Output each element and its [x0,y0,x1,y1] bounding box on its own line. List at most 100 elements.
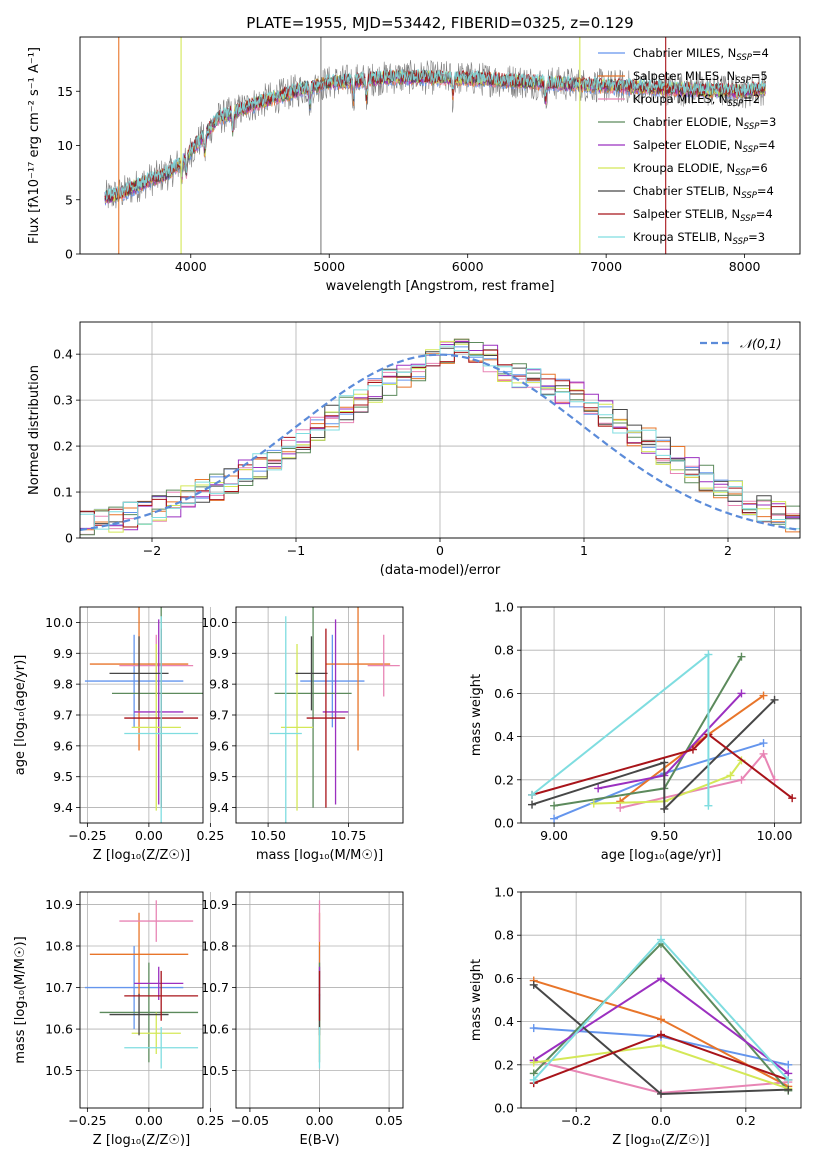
y-axis-label: mass [log₁₀(M/M☉)] [13,936,28,1063]
legend-label: Salpeter MILES, NSSP=5 [633,69,768,86]
histogram-step [80,340,800,533]
panel-age-weight: 9.00 9.50 10.00 0.0 0.2 0.4 0.6 0.8 1.0 age [log₁… [469,600,802,863]
plot-area-mass-age [269,607,400,823]
y-tick-label: 10.8 [201,939,229,954]
y-tick-label: 10.5 [201,1063,229,1078]
y-tick-label: 10.7 [45,980,73,995]
x-tick-label: 0.0 [651,1113,671,1128]
panel-residuals: −2 −1 0 1 2 0 0.1 0.2 0.3 0.4 (data-model)/error No… [27,321,801,578]
x-tick-label: 6000 [452,259,484,274]
x-tick-label: 10.50 [250,828,286,843]
panel-spectrum: 4000 5000 6000 7000 8000 0 5 10 15 wavelength [An… [27,36,801,294]
y-axis-label: Flux [fλ10⁻¹⁷ erg cm⁻² s⁻¹ A⁻¹] [27,47,42,244]
weight-line [531,733,793,799]
x-axis-label: Z [log₁₀(Z/Z☉)] [612,1133,709,1148]
x-tick-label: 1 [580,543,588,558]
axes-frame [520,891,802,1109]
y-tick-label: 0.6 [494,686,514,701]
x-tick-label: 10.75 [331,828,367,843]
y-tick-label: 10.7 [201,980,229,995]
weight-line [598,692,743,790]
x-tick-label: 0.00 [135,1113,163,1128]
x-tick-label: −0.2 [561,1113,591,1128]
x-axis-label: age [log₁₀(age/yr)] [601,848,722,863]
x-tick-label: 0.00 [306,1113,334,1128]
plot-area-spectrum [104,37,766,254]
y-tick-label: 9.6 [53,738,73,753]
y-axis-label: mass weight [469,674,484,756]
y-tick-label: 0.4 [494,1014,514,1029]
plot-area-z-mass [84,900,199,1069]
y-tick-label: 9.6 [209,738,229,753]
legend-label: 𝒩(0,1) [740,336,782,351]
y-tick-label: 9.5 [209,769,229,784]
y-tick-label: 1.0 [494,600,514,615]
panel-z-mass: −0.25 0.00 0.25 10.5 10.6 10.7 10.8 10.9 Z [log₁… [13,891,224,1148]
x-tick-label: −2 [143,543,161,558]
legend: Chabrier MILES, NSSP=4 Salpeter MILES, NS… [598,46,776,247]
y-tick-label: 0.0 [494,816,514,831]
panel-mass-age: 10.50 10.75 9.4 9.5 9.6 9.7 9.8 9.9 10.0 mass [lo… [201,606,404,863]
x-tick-label: 0.2 [736,1113,756,1128]
figure-title: PLATE=1955, MJD=53442, FIBERID=0325, z=0… [246,14,633,32]
x-tick-label: 0.25 [196,1113,224,1128]
x-tick-label: 0.05 [375,1113,403,1128]
x-axis-label: E(B-V) [299,1133,339,1148]
y-tick-label: 9.9 [53,646,73,661]
x-axis-label: Z [log₁₀(Z/Z☉)] [93,848,190,863]
x-tick-label: −0.25 [68,1113,106,1128]
histogram-step [80,345,800,530]
y-tick-label: 10.6 [201,1022,229,1037]
y-tick-label: 9.8 [209,677,229,692]
x-axis-label: (data-model)/error [380,563,501,578]
y-tick-label: 10.0 [45,615,73,630]
panel-z-age: −0.25 0.00 0.25 9.4 9.5 9.6 9.7 9.8 9.9 10.0 Z [lo… [13,606,224,863]
y-tick-label: 10 [57,138,73,153]
panel-ebv-mass: −0.05 0.00 0.05 10.5 10.6 10.7 10.8 10.9 E(B-V) [201,891,404,1148]
y-tick-label: 10.0 [201,615,229,630]
x-axis-label: Z [log₁₀(Z/Z☉)] [93,1133,190,1148]
legend-label: Kroupa STELIB, NSSP=3 [633,230,765,247]
y-tick-label: 0.1 [53,485,73,500]
x-axis-label: mass [log₁₀(M/M☉)] [256,848,383,863]
normal-curve [80,353,800,531]
y-tick-label: 5 [65,192,73,207]
y-tick-label: 9.4 [209,800,229,815]
x-tick-label: 7000 [590,259,622,274]
y-tick-label: 9.4 [53,800,73,815]
y-tick-label: 9.7 [53,708,73,723]
legend-label: Chabrier STELIB, NSSP=4 [633,184,774,201]
y-tick-label: 10.9 [45,897,73,912]
axes-frame [79,891,204,1109]
y-tick-label: 15 [57,84,73,99]
legend-label: Chabrier MILES, NSSP=4 [633,46,769,63]
x-tick-label: 10.00 [757,828,793,843]
y-tick-label: 0.8 [494,643,514,658]
y-tick-label: 0.2 [494,772,514,787]
y-tick-label: 9.9 [209,646,229,661]
legend-label: Chabrier ELODIE, NSSP=3 [633,115,776,132]
y-tick-label: 9.7 [209,708,229,723]
y-tick-label: 0 [65,531,73,546]
y-tick-label: 0.4 [53,347,73,362]
x-tick-label: −0.05 [231,1113,269,1128]
weight-line [593,759,743,805]
x-tick-label: 8000 [729,259,761,274]
axes-frame [79,321,801,539]
weight-line [531,699,776,812]
spectrum-model-line [104,69,766,200]
y-tick-label: 10.5 [45,1063,73,1078]
weight-line [619,694,765,803]
plot-area-age-weight [528,650,797,823]
x-tick-label: 9.50 [650,828,678,843]
plot-area-z-age [84,607,203,823]
histogram-step [80,338,800,536]
y-axis-label: mass weight [469,959,484,1041]
weight-line [531,652,710,806]
axes-frame [79,36,801,255]
axes-frame [235,891,404,1109]
panel-z-weight: −0.2 0.0 0.2 0.0 0.2 0.4 0.6 0.8 1.0 Z [log₁₀(Z/Z… [469,885,802,1148]
plot-area-z-weight [529,935,793,1098]
y-tick-label: 10.9 [201,897,229,912]
